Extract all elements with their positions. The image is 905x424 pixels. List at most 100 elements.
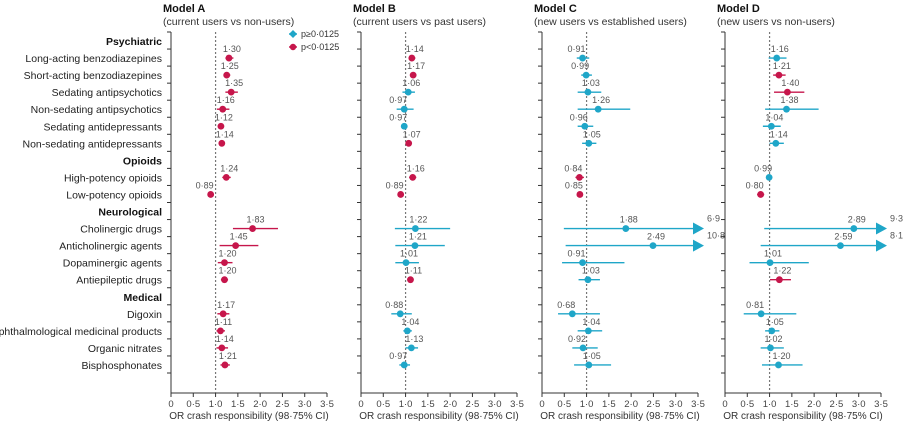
x-tick-label: 0 [168,399,173,410]
or-value-label: 1·12 [215,112,233,122]
or-value-label: 0·97 [389,95,407,105]
or-value-label: 1·21 [409,232,427,242]
or-point [218,139,226,147]
or-point [757,191,765,198]
x-tick-label: 0 [358,399,363,410]
or-point [579,54,586,62]
or-point [622,225,630,232]
or-value-label: 0·80 [746,180,764,190]
or-value-label: 1·20 [772,351,790,361]
x-tick-label: 2·5 [647,399,661,410]
or-value-label: 1·17 [407,61,425,71]
x-tick-label: 2·0 [807,399,821,410]
or-point [584,88,592,96]
or-point [579,259,586,267]
or-value-label: 0·96 [570,112,588,122]
or-value-label: 1·13 [405,334,423,344]
or-point [576,174,583,181]
or-point [576,191,584,198]
or-value-label: 1·03 [582,266,600,276]
x-tick-label: 0·5 [376,399,390,410]
or-value-label: 0·89 [196,180,214,190]
or-value-label: 1·20 [218,266,236,276]
ci-upper-label: 10·8 [707,231,725,241]
x-tick-label: 2·5 [830,399,844,410]
or-point [404,88,412,96]
or-point [249,225,256,232]
x-tick-label: 3·0 [852,399,866,410]
or-point [766,259,774,267]
x-tick-label: 1·0 [763,399,777,410]
x-tick-label: 2·5 [276,399,290,410]
x-tick-label: 2·0 [253,399,267,410]
or-point [232,242,240,250]
or-point [584,276,592,284]
or-value-label: 1·14 [406,44,424,54]
or-value-label: 1·17 [217,300,235,310]
row-group-header: Neurological [98,207,162,219]
legend-dot-icon [289,43,297,51]
or-value-label: 1·01 [400,249,418,259]
x-tick-label: 1·5 [602,399,616,410]
or-point [837,242,844,250]
or-point [402,259,410,267]
or-point [579,344,587,352]
or-value-label: 1·35 [225,78,243,88]
x-tick-label: 1·0 [580,399,594,410]
or-value-label: 1·01 [764,249,782,259]
or-point [775,361,782,369]
or-value-label: 1·04 [765,112,783,122]
or-point [405,139,413,147]
or-point [775,71,783,79]
panel-subtitle: (new users vs established users) [534,16,687,28]
row-group-header: Medical [123,292,162,304]
or-point [407,344,415,352]
or-value-label: 1·21 [219,351,237,361]
x-tick-label: 2·5 [466,399,480,410]
or-value-label: 0·97 [389,351,407,361]
or-point [772,139,780,147]
or-point [585,139,593,147]
row-label: Dopaminergic agents [63,258,162,270]
or-point [219,310,227,318]
x-tick-label: 3·5 [874,399,888,410]
or-point [411,225,419,232]
panel-subtitle: (current users vs non-users) [163,16,294,28]
row-label: Non-sedating antipsychotics [31,104,162,116]
or-value-label: 1·88 [620,215,638,225]
x-tick-label: 0 [722,399,727,410]
or-value-label: 1·22 [409,215,427,225]
x-tick-label: 3·5 [691,399,705,410]
or-value-label: 1·22 [773,266,791,276]
or-point [407,276,414,284]
or-point [581,122,589,130]
row-label: Ophthalmological medicinal products [0,326,162,338]
ci-upper-label: 8·1 [890,231,903,241]
panel-title: Model A [163,3,205,15]
or-value-label: 2·89 [848,215,866,225]
or-point [400,361,408,369]
x-tick-label: 3·0 [298,399,312,410]
x-axis-label: OR crash responsibility (98·75% CI) [723,411,883,422]
or-value-label: 2·49 [647,232,665,242]
panel-title: Model C [534,3,577,15]
or-point [223,71,231,79]
or-value-label: 1·14 [216,129,234,139]
x-tick-label: 3·5 [320,399,334,410]
or-value-label: 1·02 [764,334,782,344]
panel-subtitle: (current users vs past users) [353,16,486,28]
or-point [400,105,408,113]
x-tick-label: 1·0 [399,399,413,410]
row-group-header: Opioids [123,155,162,167]
or-point [221,361,229,369]
ci-upper-label: 9·3 [890,214,903,224]
row-label: Digoxin [127,309,162,321]
row-label: Antiepileptic drugs [76,275,162,287]
or-value-label: 1·03 [582,78,600,88]
ci-arrow [876,222,887,235]
or-point [207,191,215,198]
or-value-label: 0·99 [754,163,772,173]
ci-arrow [876,239,887,252]
ci-arrow [693,239,704,252]
